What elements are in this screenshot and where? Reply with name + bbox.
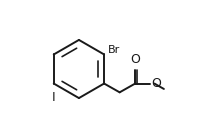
Text: O: O (151, 77, 161, 90)
Text: I: I (51, 91, 55, 104)
Text: O: O (130, 53, 140, 66)
Text: Br: Br (108, 45, 120, 55)
